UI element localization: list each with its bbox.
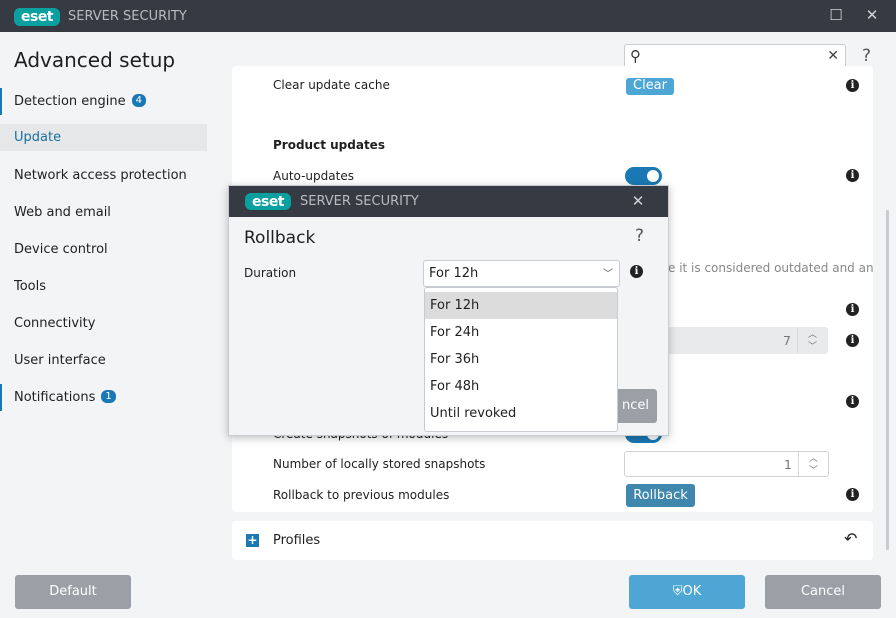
profiles-section[interactable]: + Profiles ↶ [232,521,873,560]
title-bar: eset SERVER SECURITY ☐ ✕ [0,0,896,32]
ok-button[interactable]: ⛨OK [629,575,745,609]
sidebar-item-label: Tools [14,279,47,294]
info-icon[interactable]: i [846,79,859,92]
revert-icon[interactable]: ↶ [844,529,858,548]
info-icon[interactable]: i [846,334,859,347]
info-icon[interactable]: i [630,265,643,278]
eset-logo: eset [14,8,60,26]
info-icon[interactable]: i [846,488,859,501]
page-title: Advanced setup [14,48,176,72]
spinner-value: 1 [784,457,792,472]
clear-button[interactable]: Clear [626,78,674,95]
dropdown-option[interactable]: Until revoked [430,406,517,421]
sidebar-item-update[interactable]: Update [0,124,207,151]
search-input[interactable]: ⚲ ✕ [624,44,846,70]
sidebar-item-detection-engine[interactable]: Detection engine 4 [0,88,207,115]
dialog-app-title: SERVER SECURITY [300,194,419,209]
info-icon[interactable]: i [846,395,859,408]
dropdown-option[interactable]: For 12h [425,292,617,319]
sidebar-item-web-and-email[interactable]: Web and email [0,199,207,226]
sidebar-item-tools[interactable]: Tools [0,273,207,300]
sidebar-item-label: Detection engine [14,94,126,109]
duration-select[interactable]: For 12h ﹀ [423,260,620,287]
dialog-close-icon[interactable]: ✕ [631,192,645,210]
rollback-button[interactable]: Rollback [626,484,695,507]
badge: 1 [101,390,116,403]
shield-icon: ⛨ [672,584,683,599]
sidebar-item-label: Device control [14,242,108,257]
sidebar-item-network-access-protection[interactable]: Network access protection [0,162,207,189]
search-icon: ⚲ [630,47,641,65]
ok-label: OK [682,584,702,599]
sidebar-item-connectivity[interactable]: Connectivity [0,310,207,337]
search-field[interactable] [651,48,811,62]
sidebar-item-label: Connectivity [14,316,96,331]
duration-dropdown-list: For 12h For 24h For 36h For 48h Until re… [424,287,618,432]
chevron-down-icon: ﹀ [603,269,613,280]
expand-plus-icon[interactable]: + [246,533,259,547]
sidebar-item-device-control[interactable]: Device control [0,236,207,263]
sidebar-item-user-interface[interactable]: User interface [0,347,207,374]
sidebar-item-label: Web and email [14,205,111,220]
sidebar-item-notifications[interactable]: Notifications 1 [0,384,207,411]
snapshots-label: Number of locally stored snapshots [273,457,486,471]
cancel-button[interactable]: Cancel [765,575,881,609]
clear-search-icon[interactable]: ✕ [827,48,839,64]
scrollbar[interactable] [886,210,889,550]
profiles-label: Profiles [273,533,321,548]
auto-updates-label: Auto-updates [273,169,354,183]
dialog-help-icon[interactable]: ? [635,226,645,246]
info-icon[interactable]: i [846,169,859,182]
eset-logo: eset [245,193,291,210]
sidebar-item-label: Update [14,130,62,145]
spinner-arrows-icon[interactable]: ︿ ﹀ [798,452,828,476]
maximize-icon[interactable]: ☐ [829,6,843,24]
clear-cache-label: Clear update cache [273,78,390,92]
rollback-label: Rollback to previous modules [273,488,450,502]
app-title: SERVER SECURITY [68,9,187,24]
sidebar-item-label: Notifications [14,390,96,405]
spinner-value: 7 [783,333,791,348]
default-button[interactable]: Default [15,575,131,609]
snapshots-spinner[interactable]: 1 ︿ ﹀ [624,451,829,477]
spinner-arrows-icon: ︿ ﹀ [797,328,827,353]
duration-selected-value: For 12h [429,266,479,281]
badge: 4 [131,94,146,107]
dropdown-option[interactable]: For 24h [430,325,480,340]
product-updates-heading: Product updates [273,138,385,152]
sidebar-item-label: User interface [14,353,106,368]
help-icon[interactable]: ? [862,46,872,66]
dialog-title: Rollback [244,228,316,248]
auto-updates-toggle[interactable] [625,167,662,185]
dialog-title-bar: eset SERVER SECURITY ✕ [229,186,668,217]
description-text: e it is considered outdated and an [668,261,874,275]
dropdown-option[interactable]: For 36h [430,352,480,367]
duration-label: Duration [244,266,297,280]
info-icon[interactable]: i [846,303,859,316]
close-icon[interactable]: ✕ [865,6,879,24]
sidebar-item-label: Network access protection [14,168,187,183]
dropdown-option[interactable]: For 48h [430,379,480,394]
